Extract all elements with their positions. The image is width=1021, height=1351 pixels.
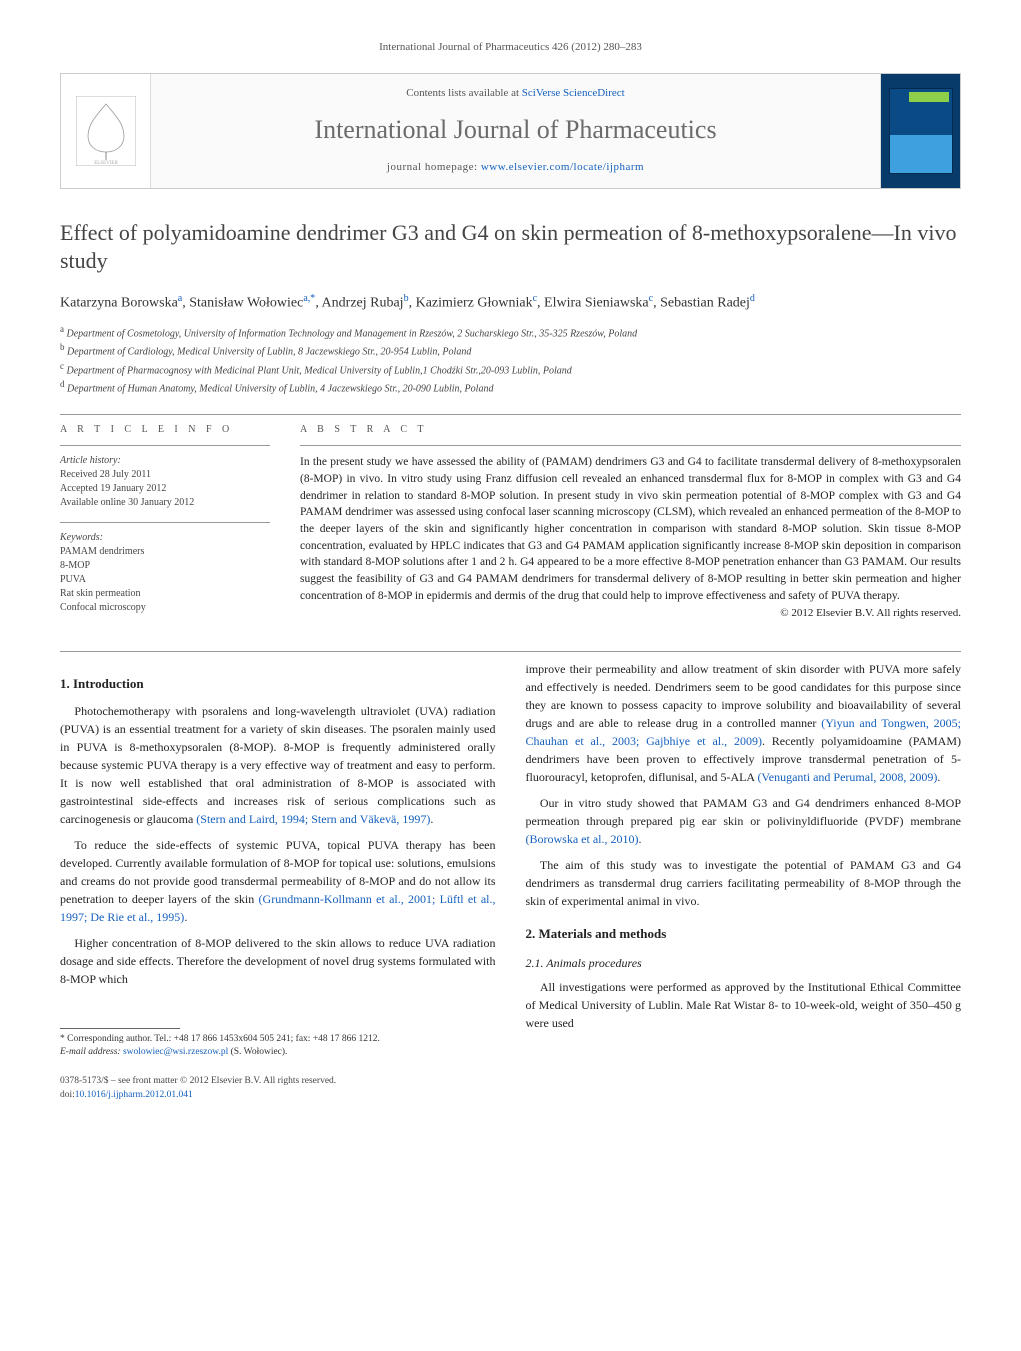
ref-borowska[interactable]: (Borowska et al., 2010) <box>526 832 639 846</box>
article-title: Effect of polyamidoamine dendrimer G3 an… <box>60 219 961 276</box>
footnote-rule <box>60 1028 180 1029</box>
homepage-link[interactable]: www.elsevier.com/locate/ijpharm <box>481 161 644 173</box>
article-info-column: a r t i c l e i n f o Article history: R… <box>60 423 270 627</box>
journal-name: International Journal of Pharmaceutics <box>161 112 870 148</box>
s1-p3: Higher concentration of 8-MOP delivered … <box>60 934 496 988</box>
cover-thumbnail <box>889 88 953 174</box>
keywords-label: Keywords: <box>60 532 103 543</box>
s1-p5: The aim of this study was to investigate… <box>526 856 962 910</box>
contents-line: Contents lists available at SciVerse Sci… <box>161 86 870 101</box>
accepted-date: Accepted 19 January 2012 <box>60 483 166 494</box>
abstract-column: a b s t r a c t In the present study we … <box>300 423 961 627</box>
info-rule-1 <box>60 445 270 446</box>
body-columns: 1. Introduction Photochemotherapy with p… <box>60 660 961 1059</box>
ref-stern[interactable]: (Stern and Laird, 1994; Stern and Väkevä… <box>196 812 430 826</box>
issn-line: 0378-5173/$ – see front matter © 2012 El… <box>60 1076 336 1086</box>
s1-p4: Our in vitro study showed that PAMAM G3 … <box>526 794 962 848</box>
contents-prefix: Contents lists available at <box>406 87 521 99</box>
sciencedirect-link[interactable]: SciVerse ScienceDirect <box>522 87 625 99</box>
doi-link[interactable]: 10.1016/j.ijpharm.2012.01.041 <box>75 1090 193 1100</box>
keywords-list: PAMAM dendrimers8-MOPPUVARat skin permea… <box>60 546 146 613</box>
s1-p1-text: Photochemotherapy with psoralens and lon… <box>60 704 496 826</box>
mid-rule <box>60 651 961 652</box>
article-info-heading: a r t i c l e i n f o <box>60 423 270 437</box>
doi-prefix: doi: <box>60 1090 75 1100</box>
publisher-logo: ELSEVIER <box>61 74 151 187</box>
s1-p4-text: Our in vitro study showed that PAMAM G3 … <box>526 796 962 828</box>
received-date: Received 28 July 2011 <box>60 469 151 480</box>
journal-cover <box>880 74 960 187</box>
article-history: Article history: Received 28 July 2011 A… <box>60 454 270 510</box>
section-2-1-heading: 2.1. Animals procedures <box>526 954 962 972</box>
abstract-copyright: © 2012 Elsevier B.V. All rights reserved… <box>300 606 961 621</box>
online-date: Available online 30 January 2012 <box>60 497 194 508</box>
page-footer: 0378-5173/$ – see front matter © 2012 El… <box>60 1075 961 1102</box>
info-rule-2 <box>60 522 270 523</box>
top-rule <box>60 414 961 415</box>
email-suffix: (S. Wołowiec). <box>228 1047 287 1057</box>
s2-1-p1: All investigations were performed as app… <box>526 978 962 1032</box>
elsevier-tree-icon: ELSEVIER <box>76 96 136 166</box>
ref-venuganti[interactable]: (Venuganti and Perumal, 2008, 2009) <box>757 770 937 784</box>
affiliations: a Department of Cosmetology, University … <box>60 323 961 396</box>
journal-banner: ELSEVIER Contents lists available at Sci… <box>60 73 961 188</box>
authors-line: Katarzyna Borowskaa, Stanisław Wołowieca… <box>60 292 961 313</box>
running-head: International Journal of Pharmaceutics 4… <box>60 40 961 55</box>
section-2-heading: 2. Materials and methods <box>526 924 962 944</box>
email-label: E-mail address: <box>60 1047 121 1057</box>
s1-p3b: improve their permeability and allow tre… <box>526 660 962 786</box>
journal-homepage: journal homepage: www.elsevier.com/locat… <box>161 160 870 175</box>
abstract-heading: a b s t r a c t <box>300 423 961 437</box>
corresponding-author-footnote: * Corresponding author. Tel.: +48 17 866… <box>60 1033 496 1060</box>
history-label: Article history: <box>60 455 121 466</box>
abstract-text: In the present study we have assessed th… <box>300 454 961 604</box>
abstract-rule <box>300 445 961 446</box>
section-1-heading: 1. Introduction <box>60 674 496 694</box>
s1-p1: Photochemotherapy with psoralens and lon… <box>60 702 496 828</box>
homepage-prefix: journal homepage: <box>387 161 481 173</box>
s1-p2: To reduce the side-effects of systemic P… <box>60 836 496 926</box>
corr-email-link[interactable]: swolowiec@wsi.rzeszow.pl <box>123 1047 228 1057</box>
corr-label: * Corresponding author. Tel.: +48 17 866… <box>60 1034 380 1044</box>
keywords-block: Keywords: PAMAM dendrimers8-MOPPUVARat s… <box>60 531 270 615</box>
svg-text:ELSEVIER: ELSEVIER <box>94 161 118 166</box>
